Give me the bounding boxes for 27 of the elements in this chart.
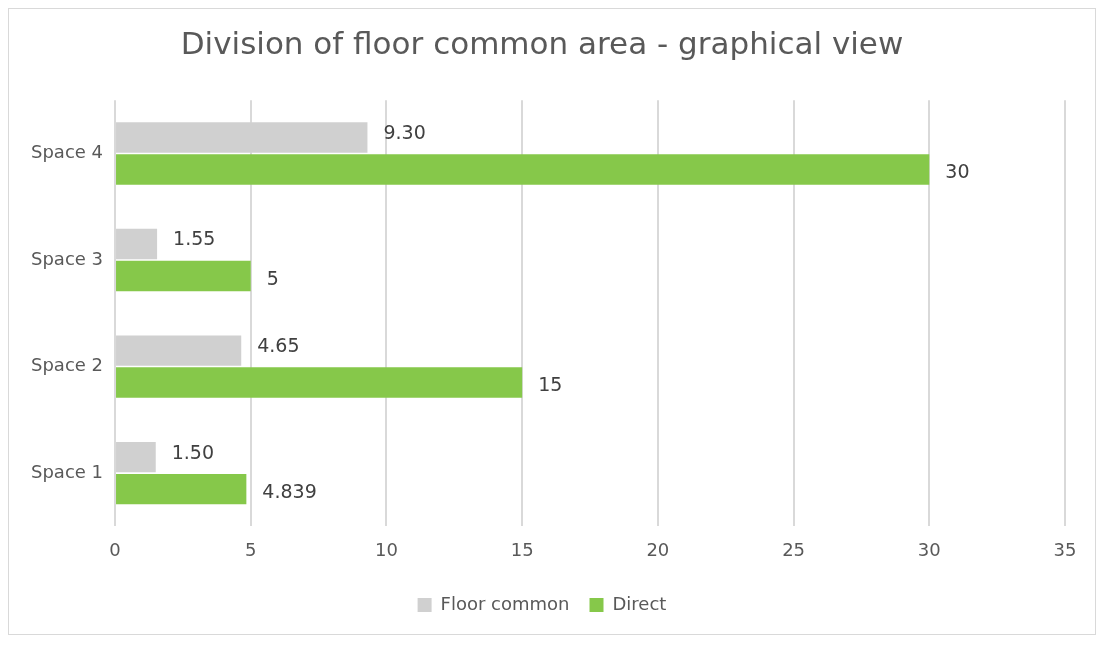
data-label: 1.55 xyxy=(173,227,216,250)
data-label: 1.50 xyxy=(171,440,215,463)
bar xyxy=(116,260,251,292)
chart-title: Division of floor common area - graphical view xyxy=(180,24,904,61)
x-tick-label: 5 xyxy=(245,538,257,560)
x-tick-label: 30 xyxy=(917,538,941,560)
data-label: 15 xyxy=(538,373,563,396)
data-label: 9.30 xyxy=(383,120,426,143)
x-tick-label: 15 xyxy=(510,538,534,560)
x-tick-label: 10 xyxy=(374,538,398,560)
data-label: 5 xyxy=(266,266,279,289)
legend-label: Floor common xyxy=(440,592,570,614)
bar xyxy=(116,367,523,398)
x-tick-label: 35 xyxy=(1053,538,1077,560)
y-tick-label: Space 2 xyxy=(31,354,104,376)
x-tick-label: 25 xyxy=(782,538,806,560)
y-tick-label: Space 3 xyxy=(31,247,104,269)
bar xyxy=(116,154,930,185)
bar xyxy=(116,473,247,505)
legend-label: Direct xyxy=(612,592,667,614)
y-tick-label: Space 1 xyxy=(31,460,104,482)
x-tick-label: 20 xyxy=(646,538,670,560)
data-label: 4.65 xyxy=(257,334,300,357)
data-label: 4.839 xyxy=(262,480,317,503)
data-label: 30 xyxy=(945,160,970,183)
y-tick-label: Space 4 xyxy=(31,141,104,163)
x-tick-label: 0 xyxy=(109,538,121,560)
